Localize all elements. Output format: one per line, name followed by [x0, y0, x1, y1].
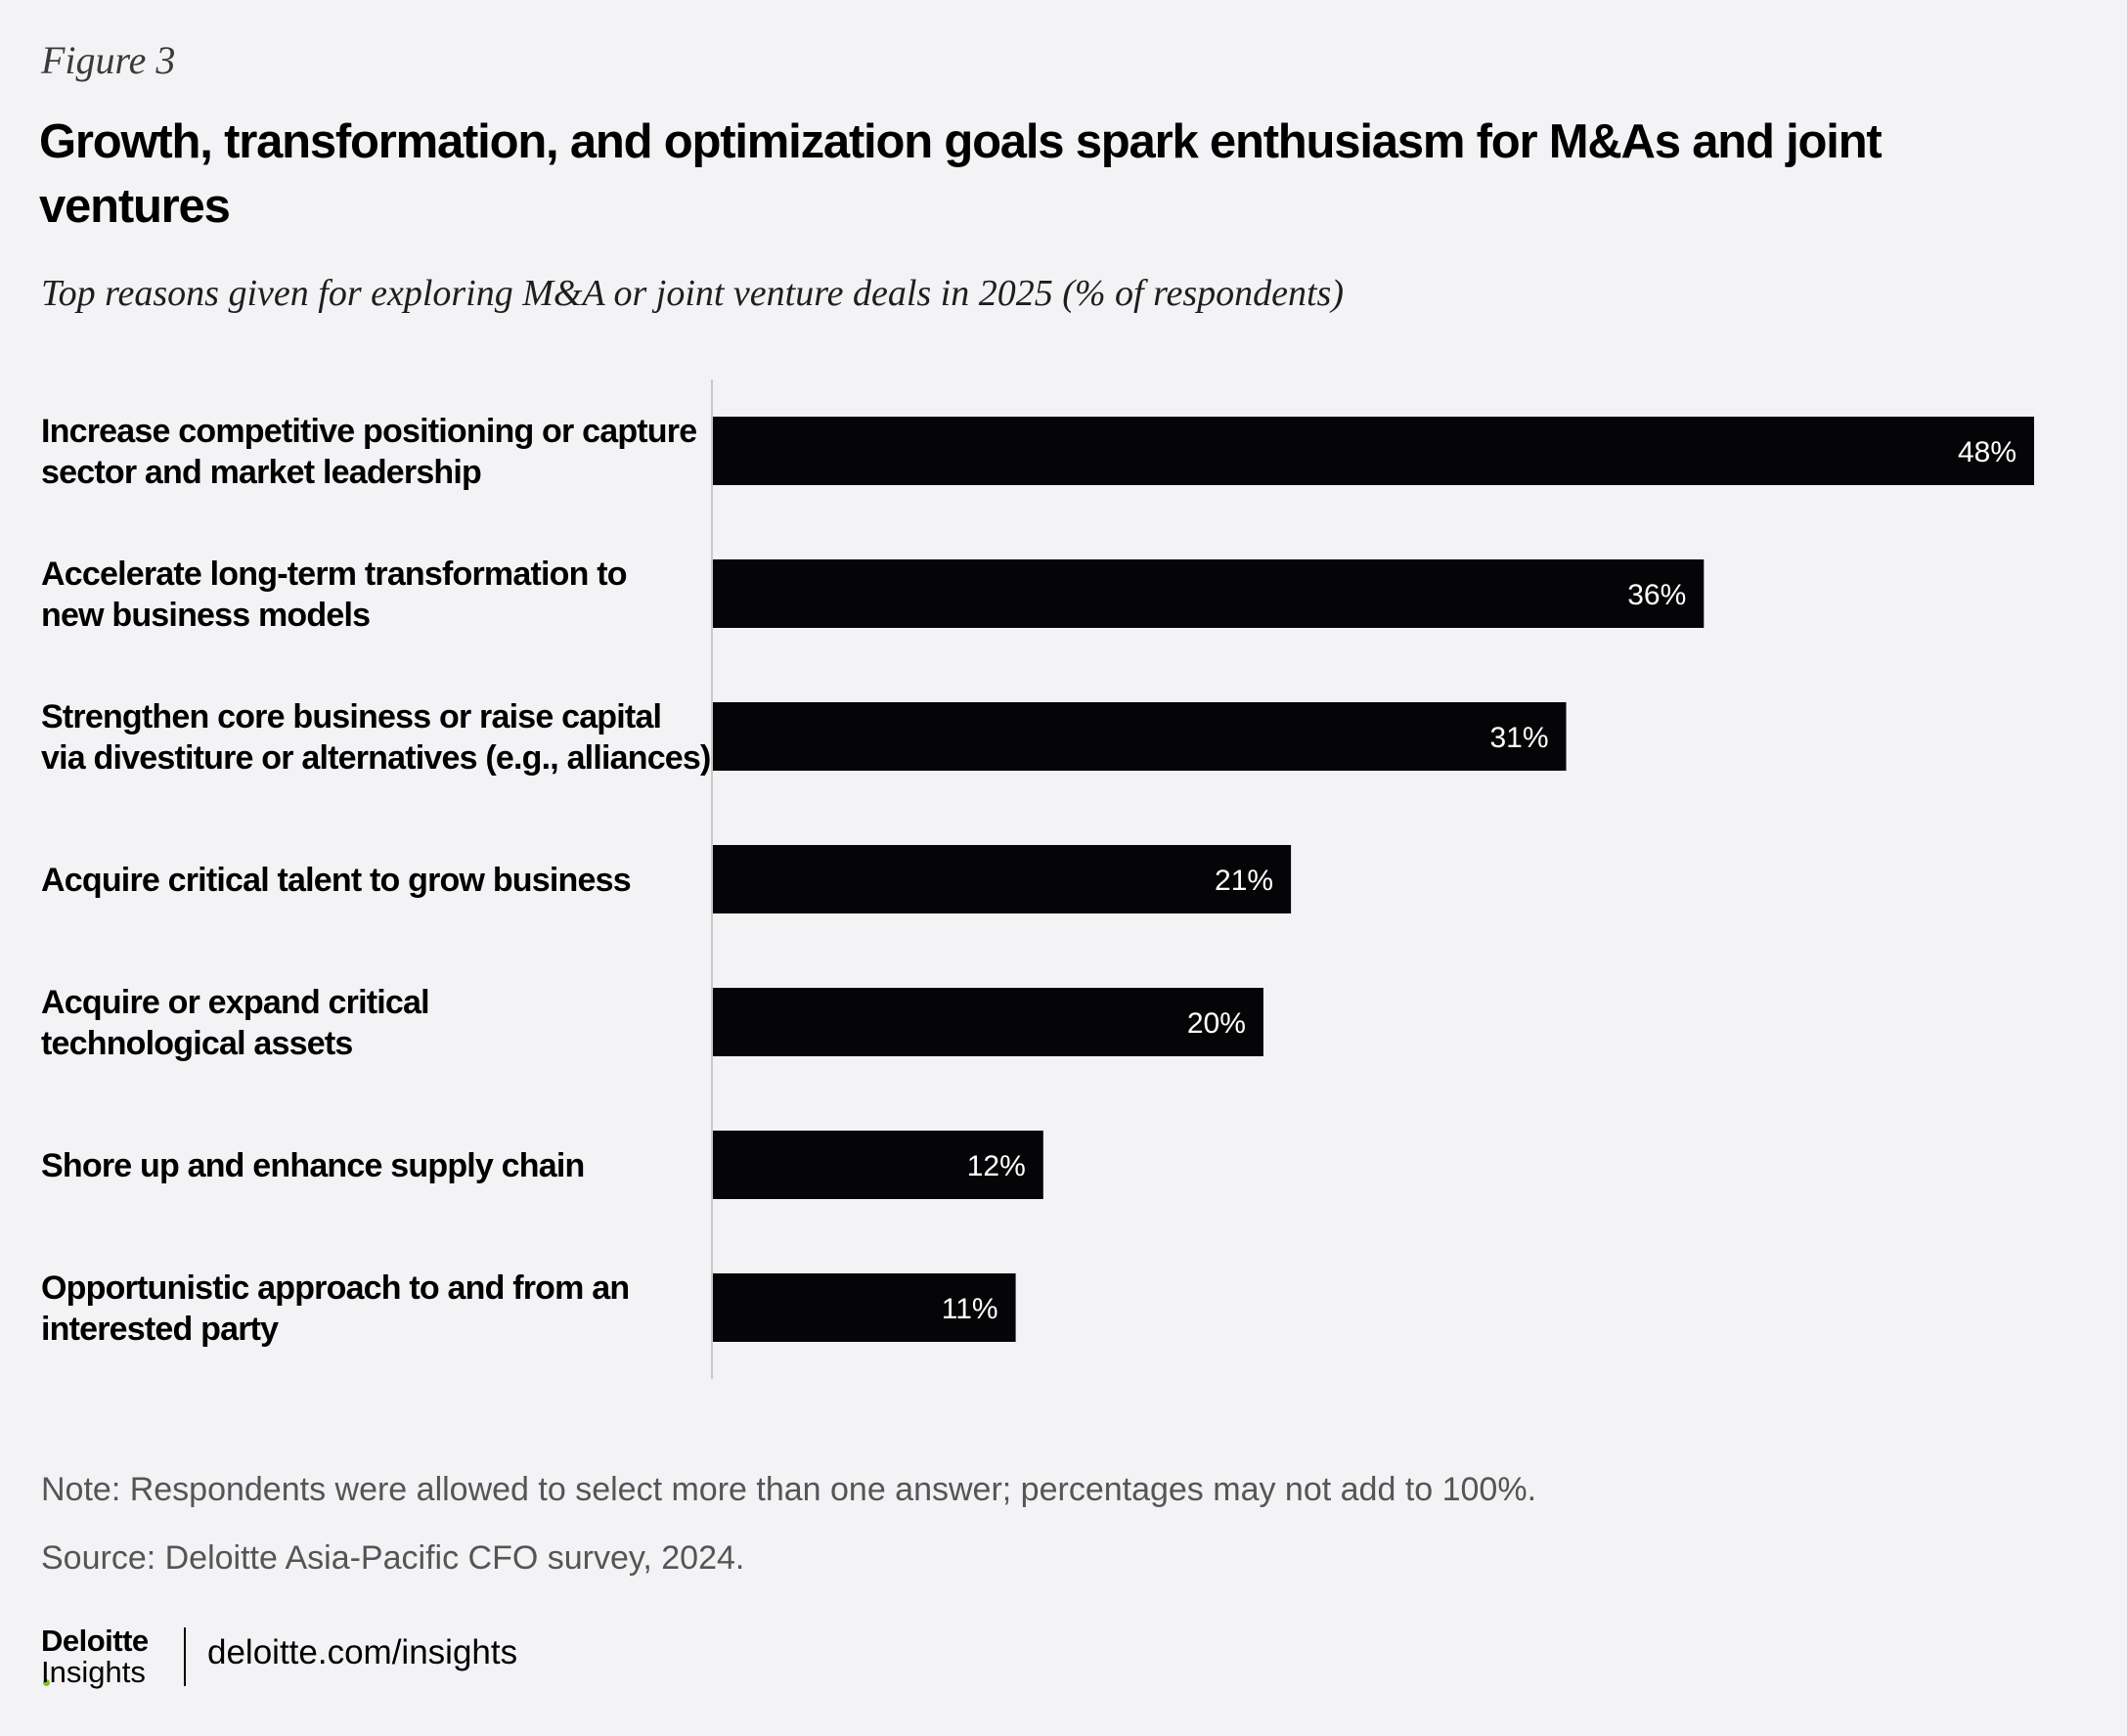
category-label-6: Shore up and enhance supply chain	[41, 1147, 585, 1184]
category-label-line: via divestiture or alternatives (e.g., a…	[41, 739, 711, 777]
category-label-line: interested party	[41, 1311, 279, 1348]
figure-label: Figure 3	[41, 38, 176, 82]
value-label-2: 36%	[1627, 579, 1686, 611]
bar-7	[713, 1273, 1016, 1342]
value-label-7: 11%	[942, 1293, 998, 1325]
category-label-line: technological assets	[41, 1025, 352, 1062]
chart-source: Source: Deloitte Asia-Pacific CFO survey…	[41, 1539, 745, 1577]
value-label-1: 48%	[1958, 436, 2016, 468]
category-label-4: Acquire critical talent to grow business	[41, 862, 631, 899]
footer-divider	[184, 1627, 186, 1686]
category-label-line: Strengthen core business or raise capita…	[41, 698, 661, 735]
bar-5	[713, 988, 1263, 1056]
chart-note: Note: Respondents were allowed to select…	[41, 1471, 1537, 1508]
footer-link[interactable]: deloitte.com/insights	[207, 1633, 518, 1671]
bar-6	[713, 1131, 1043, 1199]
category-label-line: Shore up and enhance supply chain	[41, 1147, 585, 1184]
category-label-2: Accelerate long-term transformation to ne…	[41, 556, 627, 634]
brand-name: Deloitte	[41, 1624, 149, 1658]
category-label-7: Opportunistic approach to and from an int…	[41, 1269, 629, 1348]
value-label-4: 21%	[1215, 865, 1273, 897]
category-label-1: Increase competitive positioning or capt…	[41, 413, 696, 491]
category-label-line: Accelerate long-term transformation to	[41, 556, 627, 593]
value-label-6: 12%	[967, 1150, 1026, 1182]
chart-title: Growth, transformation, and optimization…	[39, 115, 1883, 233]
bar-chart: 48% Increase competitive positioning or c…	[41, 379, 2034, 1379]
brand-sub: Insights	[41, 1655, 146, 1689]
category-label-line: new business models	[41, 597, 370, 634]
bar-2	[713, 559, 1705, 628]
chart-subtitle: Top reasons given for exploring M&A or j…	[41, 273, 1345, 314]
category-label-line: Acquire critical talent to grow business	[41, 862, 631, 899]
bar-4	[713, 845, 1292, 913]
category-label-line: Opportunistic approach to and from an	[41, 1269, 629, 1307]
bar-1	[713, 417, 2034, 485]
bar-3	[713, 702, 1567, 771]
category-label-line: sector and market leadership	[41, 454, 481, 491]
value-label-5: 20%	[1187, 1007, 1246, 1040]
deloitte-logo: Deloitte	[41, 1624, 149, 1694]
logo-dot-icon	[43, 1679, 50, 1686]
category-label-5: Acquire or expand critical technological …	[41, 984, 429, 1062]
value-label-3: 31%	[1489, 722, 1548, 754]
category-label-line: Increase competitive positioning or capt…	[41, 413, 696, 450]
category-label-3: Strengthen core business or raise capita…	[41, 698, 711, 777]
category-label-line: Acquire or expand critical	[41, 984, 429, 1021]
